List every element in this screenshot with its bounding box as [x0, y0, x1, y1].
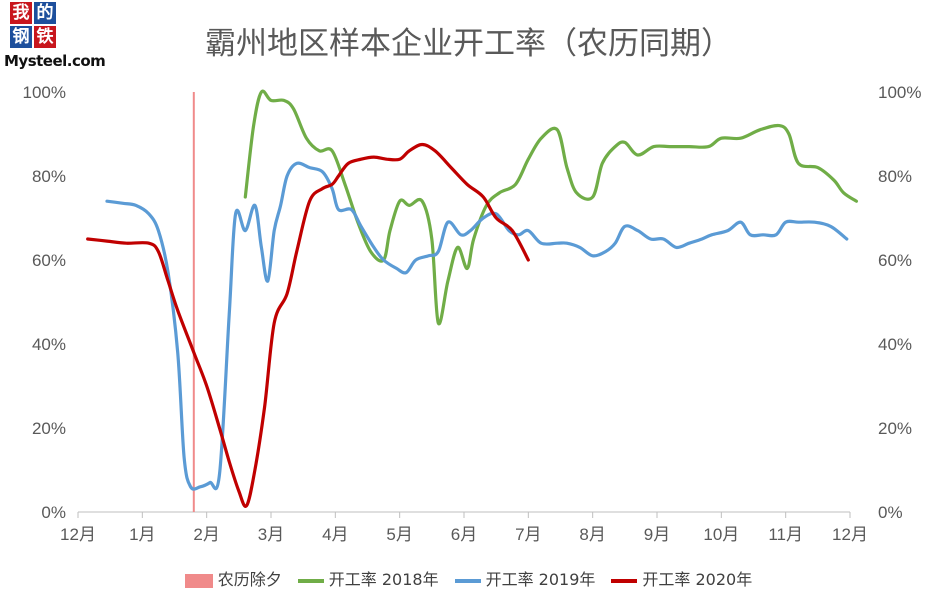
x-tick-label: 12月 — [60, 525, 96, 544]
y-tick-label-left: 40% — [32, 335, 66, 354]
legend-swatch — [297, 578, 324, 583]
y-tick-label-right: 60% — [878, 251, 912, 270]
y-tick-label-right: 100% — [878, 83, 921, 102]
legend-item: 开工率 2020年 — [611, 566, 752, 590]
series-line-2019 — [105, 161, 849, 491]
x-tick-label: 2月 — [193, 525, 219, 544]
x-tick-label: 10月 — [703, 525, 739, 544]
series-line-2018 — [243, 89, 858, 326]
legend-label: 开工率 2018年 — [328, 570, 439, 589]
legend-label: 开工率 2020年 — [642, 570, 753, 589]
legend-label: 农历除夕 — [217, 570, 282, 589]
logo-glyph: 铁 — [34, 26, 56, 48]
y-tick-label-right: 40% — [878, 335, 912, 354]
series-line-2020 — [86, 142, 530, 508]
x-tick-label: 1月 — [129, 525, 155, 544]
logo-glyph: 我 — [10, 2, 32, 24]
y-tick-label-right: 0% — [878, 503, 903, 522]
x-tick-label: 6月 — [451, 525, 477, 544]
x-tick-label: 4月 — [322, 525, 348, 544]
y-tick-label-right: 80% — [878, 167, 912, 186]
y-tick-label-right: 20% — [878, 419, 912, 438]
x-tick-label: 12月 — [832, 525, 868, 544]
legend-label: 开工率 2019年 — [485, 570, 596, 589]
logo-glyph: 的 — [34, 2, 56, 24]
legend-item: 开工率 2018年 — [297, 566, 439, 590]
legend-swatch — [454, 578, 481, 583]
legend-swatch — [184, 573, 213, 588]
chart-canvas: 12月 1月 2月 3月 4月 5月 6月 7月 8月 9月 10月 11月 12月 0% 20% 40% 60… — [23, 83, 922, 544]
y-tick-label-left: 0% — [41, 503, 66, 522]
y-tick-label-left: 60% — [32, 251, 66, 270]
y-tick-label-left: 80% — [32, 167, 66, 186]
chart-title: 霸州地区样本企业开工率（农历同期） — [205, 26, 732, 62]
x-tick-label: 8月 — [579, 525, 605, 544]
y-tick-label-left: 20% — [32, 419, 66, 438]
mysteel-logo: 我 的 钢 铁 Mysteel.com — [4, 2, 114, 72]
legend-swatch — [611, 578, 638, 583]
x-tick-label: 3月 — [258, 525, 284, 544]
legend-item: 农历除夕 — [184, 566, 282, 590]
x-tick-label: 5月 — [386, 525, 412, 544]
logo-brand-text: Mysteel.com — [4, 52, 106, 70]
x-tick-label: 9月 — [644, 525, 670, 544]
x-tick-label: 11月 — [768, 525, 803, 544]
y-tick-label-left: 100% — [23, 83, 66, 102]
chart-legend: 农历除夕 开工率 2018年 开工率 2019年 开工率 2020年 — [0, 566, 937, 590]
x-tick-label: 7月 — [515, 525, 541, 544]
legend-item: 开工率 2019年 — [454, 566, 596, 590]
logo-glyph: 钢 — [10, 26, 32, 48]
